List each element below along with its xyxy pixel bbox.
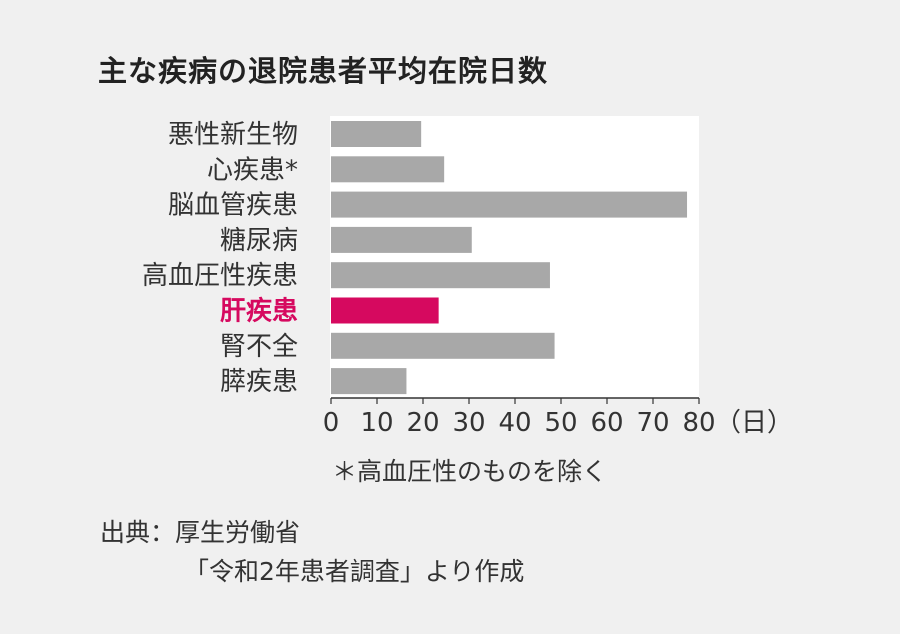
bar-5	[331, 297, 439, 324]
x-tick-label-1: 10	[360, 408, 393, 438]
category-label-5: 肝疾患	[220, 296, 298, 327]
x-tick-label-5: 50	[544, 408, 577, 438]
bar-4	[331, 262, 550, 289]
bar-7	[331, 368, 407, 395]
bar-2	[331, 191, 688, 218]
bar-3	[331, 226, 472, 253]
x-tick-label-6: 60	[590, 408, 623, 438]
category-label-0: 悪性新生物	[168, 120, 298, 150]
bar-0	[331, 121, 422, 147]
category-label-3: 糖尿病	[220, 226, 298, 256]
x-tick-label-0: 0	[323, 408, 340, 438]
bar-6	[331, 332, 555, 359]
x-tick-label-3: 30	[452, 408, 485, 438]
category-label-2: 脳血管疾患	[168, 191, 298, 221]
x-unit-label: （日）	[715, 408, 793, 438]
chart-footnote: ＊高血圧性のものを除く	[332, 457, 608, 486]
category-label-7: 膵疾患	[220, 367, 298, 397]
x-tick-label-2: 20	[406, 408, 439, 438]
x-tick-label-4: 40	[498, 408, 531, 438]
category-label-1: 心疾患*	[207, 155, 298, 185]
chart-title: 主な疾病の退院患者平均在院日数	[98, 54, 549, 88]
x-tick-label-7: 70	[636, 408, 669, 438]
category-label-6: 腎不全	[220, 332, 298, 362]
category-label-4: 高血圧性疾患	[142, 261, 298, 291]
source-line-2: 「令和2年患者調査」より作成	[184, 557, 525, 586]
source-line-1: 出典：厚生労働省	[100, 518, 301, 547]
bar-1	[331, 156, 445, 183]
x-tick-label-8: 80	[682, 408, 715, 438]
